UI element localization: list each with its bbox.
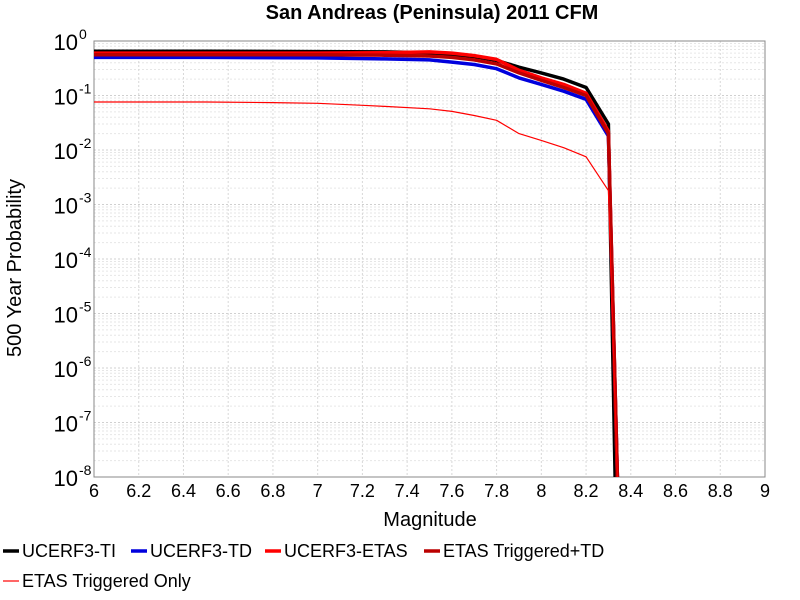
y-tick-exponent: -4 — [79, 244, 92, 260]
y-tick-label: 10 -2 — [54, 135, 92, 164]
y-tick-exponent: -8 — [79, 462, 92, 478]
x-tick-label: 8.6 — [663, 481, 688, 501]
y-tick-label: 10 -7 — [54, 408, 92, 437]
chart-title: San Andreas (Peninsula) 2011 CFM — [266, 2, 599, 24]
y-tick-label: 10 0 — [54, 26, 87, 55]
x-tick-label: 7.8 — [484, 481, 509, 501]
legend-item: ETAS Triggered Only — [3, 571, 191, 591]
y-tick-exponent: -7 — [79, 408, 92, 424]
series-line-5 — [94, 101, 618, 478]
legend-item: ETAS Triggered+TD — [424, 541, 604, 561]
series-line-4 — [94, 52, 620, 478]
x-tick-label: 6.2 — [126, 481, 151, 501]
y-tick-base: 10 — [54, 357, 78, 382]
y-tick-label: 10 -5 — [54, 299, 92, 328]
legend-item: UCERF3-ETAS — [265, 541, 408, 561]
legend-item: UCERF3-TI — [3, 541, 116, 561]
series-lines — [94, 49, 620, 478]
y-tick-base: 10 — [54, 30, 78, 55]
x-axis-label: Magnitude — [383, 509, 476, 531]
y-tick-base: 10 — [54, 248, 78, 273]
y-tick-base: 10 — [54, 412, 78, 437]
y-tick-base: 10 — [54, 303, 78, 328]
legend: UCERF3-TI UCERF3-TD UCERF3-ETAS ETAS Trigge… — [3, 541, 604, 591]
x-tick-label: 7.2 — [350, 481, 375, 501]
y-tick-exponent: 0 — [79, 26, 87, 42]
y-tick-exponent: -1 — [79, 81, 92, 97]
x-tick-label: 9 — [760, 481, 770, 501]
y-tick-label: 10 -1 — [54, 81, 92, 110]
y-tick-label: 10 -4 — [54, 244, 92, 273]
y-tick-label: 10 -3 — [54, 190, 92, 219]
x-tick-label: 8 — [536, 481, 546, 501]
x-tick-label: 6 — [89, 481, 99, 501]
series-line-2 — [94, 55, 620, 478]
legend-label: ETAS Triggered+TD — [443, 541, 604, 561]
plot-area — [93, 40, 766, 478]
legend-item: UCERF3-TD — [131, 541, 252, 561]
y-tick-label: 10 -8 — [54, 462, 92, 491]
x-tick-label: 8.8 — [708, 481, 733, 501]
y-tick-exponent: -6 — [79, 353, 92, 369]
legend-label: UCERF3-TI — [22, 541, 116, 561]
x-tick-label: 6.6 — [216, 481, 241, 501]
y-tick-base: 10 — [54, 466, 78, 491]
x-tick-label: 8.4 — [618, 481, 643, 501]
x-tick-label: 6.8 — [260, 481, 285, 501]
y-tick-exponent: -3 — [79, 190, 92, 206]
x-tick-label: 8.2 — [574, 481, 599, 501]
legend-label: ETAS Triggered Only — [22, 571, 191, 591]
x-tick-label: 7 — [313, 481, 323, 501]
y-tick-label: 10 -6 — [54, 353, 92, 382]
y-tick-base: 10 — [54, 194, 78, 219]
x-tick-label: 7.6 — [439, 481, 464, 501]
x-axis-ticks: 6 6.2 6.4 6.6 6.8 7 7.2 7.4 7.6 7.8 8 8.2 8.4 8.6 8.8 9 — [89, 481, 770, 501]
legend-label: UCERF3-ETAS — [284, 541, 408, 561]
x-tick-label: 7.4 — [395, 481, 420, 501]
x-tick-label: 6.4 — [171, 481, 196, 501]
y-axis-label: 500 Year Probability — [4, 179, 26, 357]
y-tick-base: 10 — [54, 139, 78, 164]
legend-label: UCERF3-TD — [150, 541, 252, 561]
y-tick-exponent: -2 — [79, 135, 92, 151]
y-tick-base: 10 — [54, 85, 78, 110]
y-tick-exponent: -5 — [79, 299, 92, 315]
